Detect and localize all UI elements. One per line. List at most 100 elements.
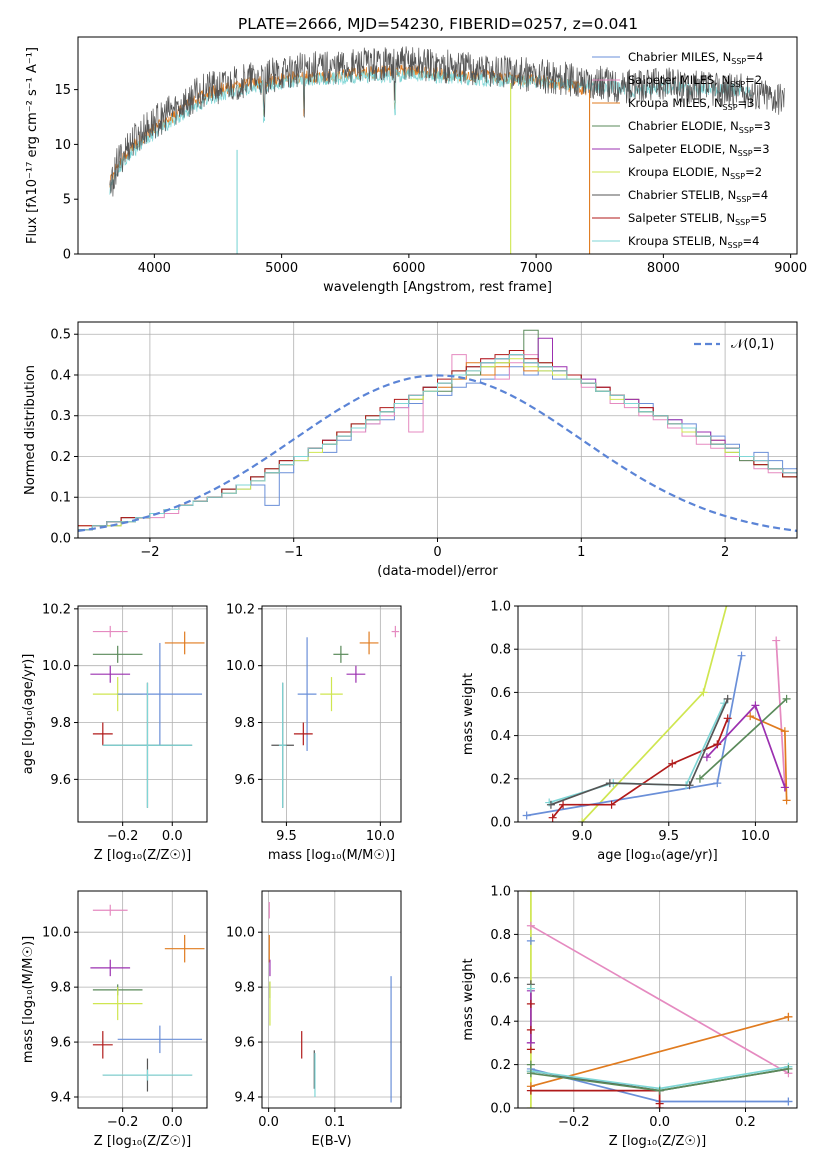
z_age-ytick-label: 9.8 — [50, 716, 71, 731]
chabrier_stelib-weight-marker — [723, 694, 732, 703]
z_mass-errorbars — [90, 904, 205, 1092]
chabrier_elodie-weight-marker — [695, 774, 704, 783]
residuals-ytick-label: 0.5 — [50, 328, 71, 343]
residuals-xtick-label: −1 — [284, 545, 303, 560]
kroupa_elodie-weight-marker — [699, 688, 708, 697]
salpeter_stelib-weight-line — [552, 717, 729, 819]
residuals-ylabel: Normed distribution — [23, 365, 38, 495]
residuals-ytick-label: 0.1 — [50, 491, 71, 506]
chabrier_miles-weight-marker — [526, 936, 535, 945]
normal-curve — [78, 374, 797, 532]
kroupa_miles-weight-marker — [780, 727, 789, 736]
ebv_mass-xtick-label: 0.0 — [258, 1115, 279, 1130]
z_mass-panel: −0.2 0.0 9.4 9.6 9.8 10.0 Z [log₁₀(Z/Z☉)] mass … — [21, 890, 208, 1149]
chabrier_stelib-weight-line — [550, 698, 729, 806]
salpeter_stelib-weight-marker — [723, 714, 732, 723]
salpeter_miles-weight-marker — [772, 636, 781, 645]
chabrier_stelib-weight-marker — [605, 779, 614, 788]
kroupa_elodie-weight-marker — [725, 591, 733, 599]
chabrier_miles-weight-marker — [784, 1097, 793, 1106]
age_weight-ytick-label: 1.0 — [490, 600, 511, 615]
ebv_mass-panel: 0.0 0.1 9.4 9.6 9.8 10.0 E(B-V) — [226, 890, 402, 1149]
spectrum-xtick-label: 5000 — [265, 261, 298, 276]
chabrier_elodie-legend-label: Chabrier ELODIE, NSSP=3 — [628, 119, 771, 135]
salpeter_elodie-weight-marker — [751, 701, 760, 710]
z_weight-panel: −0.2 0.0 0.2 0.0 0.2 0.4 0.6 0.8 1.0 Z [log₁₀(Z/Z… — [461, 885, 798, 1149]
z_mass-ytick-label: 9.8 — [50, 981, 71, 996]
chabrier_elodie-weight-marker — [782, 694, 791, 703]
spectrum-panel: 4000 5000 6000 7000 8000 9000 0 5 10 15 wavelength… — [25, 36, 807, 295]
ebv_mass-errorbars — [268, 901, 392, 1103]
ebv_mass-ytick-label: 9.8 — [234, 981, 255, 996]
spectrum-xtick-label: 4000 — [138, 261, 171, 276]
age_weight-ytick-label: 0.2 — [490, 772, 511, 787]
z_age-xtick-label: −0.2 — [107, 829, 139, 844]
z_weight-ytick-label: 0.0 — [490, 1102, 511, 1117]
chabrier_elodie-weight-marker — [655, 1086, 664, 1095]
chabrier_miles-histogram — [78, 366, 797, 538]
salpeter_stelib-legend-label: Salpeter STELIB, NSSP=5 — [628, 211, 767, 227]
z_age-ytick-label: 9.6 — [50, 773, 71, 788]
salpeter_miles-histogram — [78, 354, 797, 538]
chabrier_miles-legend-label: Chabrier MILES, NSSP=4 — [628, 50, 763, 66]
chabrier_stelib-weight-marker — [685, 781, 694, 790]
spectrum-lines — [109, 46, 785, 254]
salpeter_stelib-weight-marker — [526, 999, 535, 1008]
age_weight-ytick-label: 0.4 — [490, 729, 511, 744]
chabrier_stelib-histogram — [78, 354, 797, 538]
mass_age-xlabel: mass [log₁₀(M/M☉)] — [268, 848, 395, 863]
salpeter_elodie-weight-marker — [526, 1038, 535, 1047]
spectrum-ytick-label: 0 — [63, 248, 71, 263]
kroupa_miles-legend-label: Kroupa MILES, NSSP=3 — [628, 96, 754, 112]
chabrier_miles-weight-marker — [737, 651, 746, 660]
kroupa_miles-weight-marker — [784, 1012, 793, 1021]
residuals-panel: −2 −1 0 1 2 0.0 0.1 0.2 0.3 0.4 0.5 (data-model)/er… — [23, 321, 798, 579]
kroupa_elodie-weight-marker — [526, 1104, 535, 1108]
z_age-ytick-label: 10.2 — [42, 602, 71, 617]
kroupa_stelib-weight-marker — [526, 984, 535, 993]
salpeter_stelib-weight-marker — [713, 740, 722, 749]
ebv_mass-ytick-label: 9.4 — [234, 1091, 255, 1106]
z_weight-lines — [526, 891, 793, 1108]
spectrum-xlabel: wavelength [Angstrom, rest frame] — [323, 280, 552, 295]
chabrier_elodie-weight-marker — [784, 1064, 793, 1073]
ebv_mass-xtick-label: 0.1 — [324, 1115, 345, 1130]
z_weight-ytick-label: 0.4 — [490, 1015, 511, 1030]
spectrum-xtick-label: 7000 — [520, 261, 553, 276]
z_age-ylabel: age [log₁₀(age/yr)] — [21, 654, 36, 775]
age_weight-ytick-label: 0.6 — [490, 686, 511, 701]
z_weight-ytick-label: 1.0 — [490, 885, 511, 900]
age_weight-ytick-label: 0.0 — [490, 816, 511, 831]
ebv_mass-frame — [261, 890, 402, 1109]
z_weight-xtick-label: 0.2 — [735, 1115, 756, 1130]
z_age-errorbars — [90, 625, 205, 808]
mass_age-panel: 9.5 10.0 9.6 9.8 10.0 10.2 mass [log₁₀(M/M☉)] — [226, 602, 402, 863]
kroupa_stelib-weight-marker — [545, 798, 554, 807]
spectrum-ylabel: Flux [fλ10⁻¹⁷ erg cm⁻² s⁻¹ A⁻¹] — [25, 47, 40, 244]
salpeter_stelib-weight-marker — [548, 813, 557, 822]
spectrum-xtick-label: 6000 — [392, 261, 425, 276]
z_mass-xtick-label: −0.2 — [107, 1115, 139, 1130]
z_age-xtick-label: 0.0 — [162, 829, 183, 844]
ebv_mass-ytick-label: 9.6 — [234, 1036, 255, 1051]
z_mass-ytick-label: 9.6 — [50, 1036, 71, 1051]
spectrum-frame — [77, 36, 798, 255]
salpeter_stelib-histogram — [78, 350, 797, 538]
mass_age-ytick-label: 10.0 — [226, 659, 255, 674]
salpeter_stelib-weight-marker — [655, 1099, 664, 1108]
z_mass-ylabel: mass [log₁₀(M/M☉)] — [21, 936, 36, 1063]
mass_age-ytick-label: 9.6 — [234, 773, 255, 788]
kroupa_miles-spectrum-line — [109, 64, 588, 188]
kroupa_miles-weight-line — [530, 1016, 789, 1088]
chabrier_elodie-histogram — [78, 329, 797, 538]
spectrum-ytick-label: 5 — [63, 193, 71, 208]
kroupa_stelib-histogram — [78, 354, 797, 538]
residuals-steps — [78, 329, 797, 538]
salpeter_miles-weight-marker — [526, 921, 535, 930]
age_weight-frame — [517, 605, 798, 823]
residuals-xtick-label: 1 — [577, 545, 585, 560]
kroupa_elodie-weight-marker — [578, 818, 587, 822]
normal-legend-label: 𝒩(0,1) — [731, 337, 774, 352]
salpeter_miles-weight-line — [775, 640, 786, 788]
z_age-ytick-label: 10.0 — [42, 659, 71, 674]
